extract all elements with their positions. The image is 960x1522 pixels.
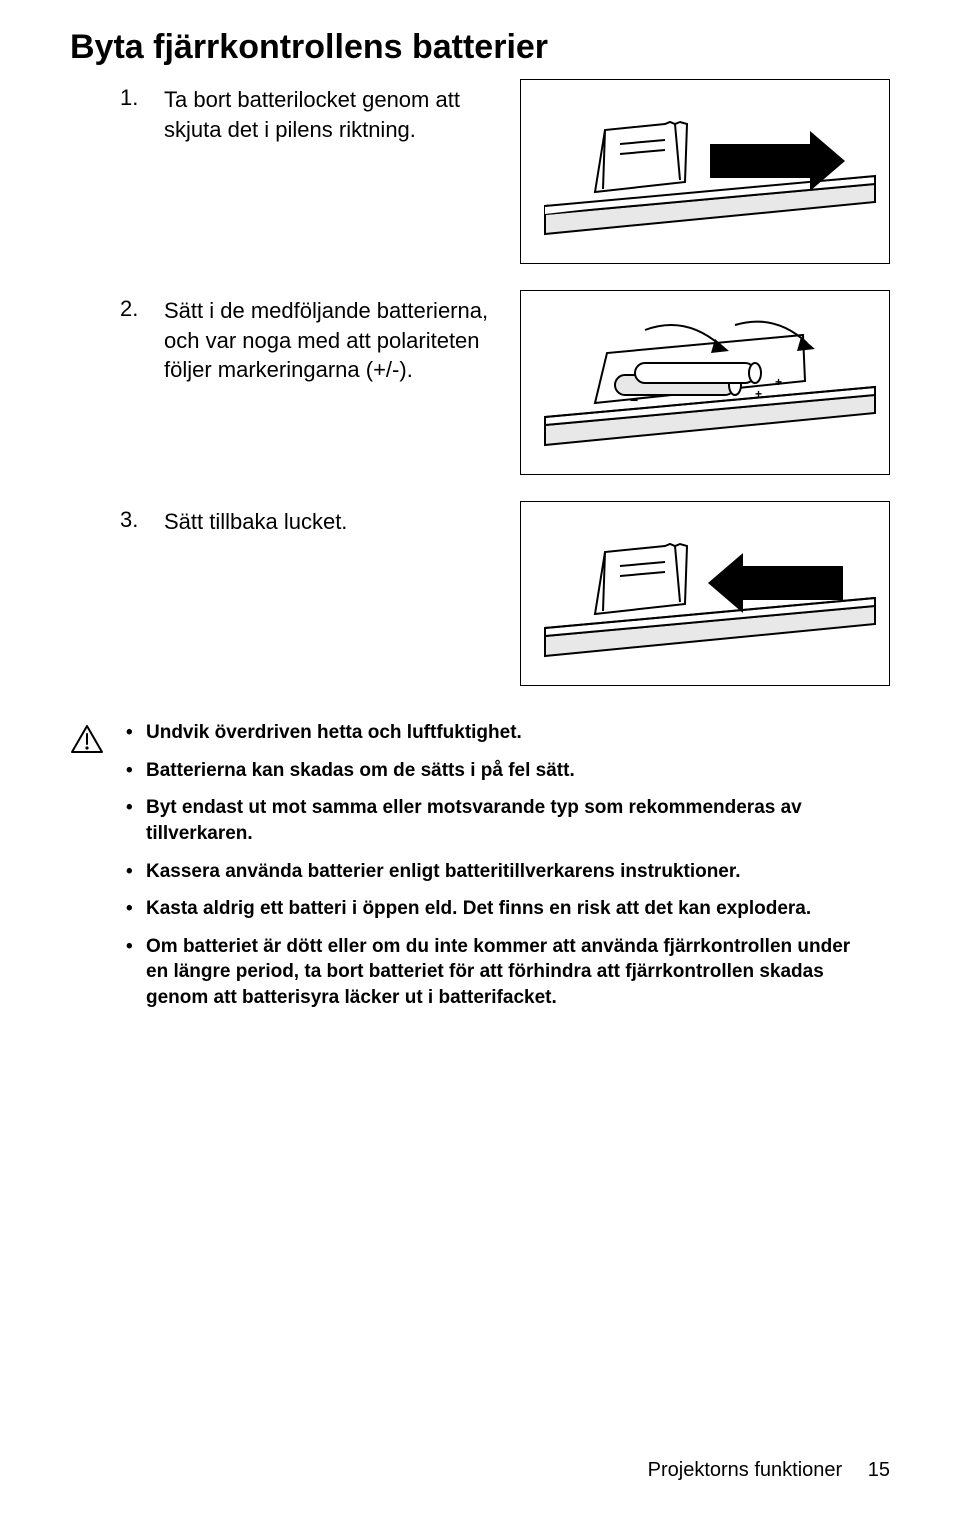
warning-item: Om batteriet är dött eller om du inte ko… (122, 934, 870, 1011)
step-2-text: Sätt i de medföljande batterierna, och v… (164, 296, 494, 385)
step-1: 1. Ta bort batterilocket genom att skjut… (70, 79, 496, 264)
remote-slide-cover-illustration (525, 84, 885, 259)
step-1-text: Ta bort batterilocket genom att skjuta d… (164, 85, 494, 144)
step-3: 3. Sätt tillbaka lucket. (70, 501, 496, 686)
warning-item: Kassera använda batterier enligt batteri… (122, 859, 870, 885)
page-footer: Projektorns funktioner 15 (648, 1459, 890, 1482)
figure-3 (520, 501, 890, 686)
step-1-number: 1. (120, 85, 142, 111)
step-row-1: 1. Ta bort batterilocket genom att skjut… (70, 79, 890, 264)
svg-text:+: + (755, 387, 762, 401)
remote-replace-cover-illustration (525, 506, 885, 681)
step-row-2: 2. Sätt i de medföljande batterierna, oc… (70, 290, 890, 475)
warning-item: Byt endast ut mot samma eller motsvarand… (122, 795, 870, 846)
svg-text:+: + (775, 375, 782, 389)
page-title: Byta fjärrkontrollens batterier (70, 28, 890, 67)
warning-icon (70, 724, 104, 1023)
svg-text:−: − (630, 392, 638, 408)
footer-section: Projektorns funktioner (648, 1459, 843, 1481)
step-2: 2. Sätt i de medföljande batterierna, oc… (70, 290, 496, 475)
remote-insert-batteries-illustration: + + − (525, 295, 885, 470)
step-2-number: 2. (120, 296, 142, 322)
warning-item: Kasta aldrig ett batteri i öppen eld. De… (122, 896, 870, 922)
figure-2: + + − (520, 290, 890, 475)
step-row-3: 3. Sätt tillbaka lucket. (70, 501, 890, 686)
step-3-number: 3. (120, 507, 142, 533)
footer-page-number: 15 (868, 1459, 890, 1481)
warning-item: Batterierna kan skadas om de sätts i på … (122, 758, 870, 784)
figure-1 (520, 79, 890, 264)
step-3-text: Sätt tillbaka lucket. (164, 507, 347, 537)
warning-item: Undvik överdriven hetta och luftfuktighe… (122, 720, 870, 746)
warning-list: Undvik överdriven hetta och luftfuktighe… (122, 720, 870, 1023)
warning-block: Undvik överdriven hetta och luftfuktighe… (70, 720, 890, 1023)
